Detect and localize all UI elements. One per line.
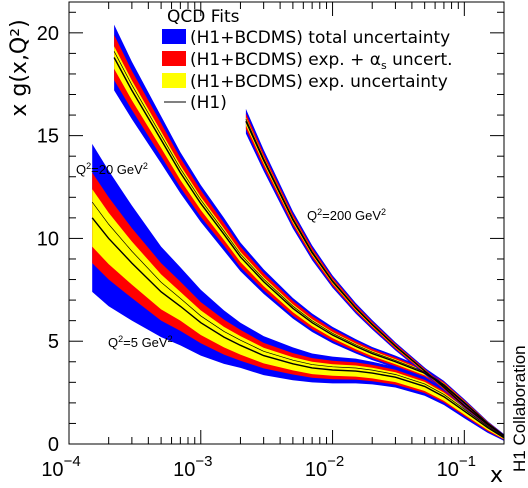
curve-labels: Q2=20 GeV2 Q2=5 GeV2 Q2=200 GeV2 bbox=[76, 161, 386, 350]
legend-label-exp: (H1+BCDMS) exp. uncertainty bbox=[190, 72, 448, 92]
x-tick-label: 10−1 bbox=[437, 453, 476, 481]
central-lines bbox=[91, 51, 505, 439]
central-line-series-2 bbox=[245, 120, 505, 437]
curve-label-q2-20-sup: 2 bbox=[86, 161, 91, 171]
curve-label-q2-5: Q2=5 GeV2 bbox=[108, 334, 173, 350]
collaboration-label: H1 Collaboration bbox=[510, 345, 528, 472]
legend-swatch-blue bbox=[162, 29, 186, 44]
curve-label-q2-200-q: Q bbox=[307, 208, 317, 223]
axis-ticks bbox=[68, 2, 505, 445]
central-line-series-1 bbox=[113, 57, 505, 437]
legend-label-exp-alphas-main: (H1+BCDMS) exp. + α bbox=[190, 50, 381, 70]
band-red-series-0 bbox=[92, 172, 504, 440]
x-axis-title: x bbox=[490, 463, 503, 488]
curve-label-q2-200-rest: =200 GeV bbox=[322, 208, 381, 223]
curve-label-q2-20-rest: =20 GeV bbox=[91, 162, 143, 177]
band-blue-series-2 bbox=[245, 108, 504, 438]
legend-label-total: (H1+BCDMS) total uncertainty bbox=[190, 28, 450, 48]
y-tick-label: 15 bbox=[37, 126, 59, 148]
band-yellow-series-0 bbox=[92, 189, 504, 440]
y-axis-title-text: x g(x,Q²) bbox=[7, 19, 32, 116]
axis-tick-labels: 0 5 10 15 20 10−4 10−3 10−2 10−1 bbox=[37, 23, 476, 481]
x-tick-label: 10−2 bbox=[305, 453, 344, 481]
h1-line-series-1 bbox=[113, 51, 505, 436]
curve-label-q2-5-sup2: 2 bbox=[168, 334, 173, 344]
x-tick-label: 10−3 bbox=[173, 453, 212, 481]
curve-label-q2-200-sup: 2 bbox=[317, 207, 322, 217]
legend-title: QCD Fits bbox=[167, 7, 240, 27]
h1-line-series-0 bbox=[91, 201, 505, 438]
uncertainty-bands bbox=[92, 24, 505, 441]
y-tick-label: 20 bbox=[37, 23, 59, 45]
y-tick-label: 10 bbox=[37, 228, 59, 250]
collaboration-text: H1 Collaboration bbox=[510, 345, 528, 472]
curve-label-q2-20: Q2=20 GeV2 bbox=[76, 161, 148, 177]
legend-label-exp-alphas-suffix: uncert. bbox=[387, 50, 453, 70]
curve-label-q2-20-q: Q bbox=[76, 162, 86, 177]
legend-label-alphas-sub: s bbox=[381, 59, 387, 72]
curve-label-q2-200: Q2=200 GeV2 bbox=[307, 207, 386, 223]
y-tick-label: 0 bbox=[48, 434, 59, 456]
legend-label-h1: (H1) bbox=[190, 93, 227, 113]
band-yellow-series-2 bbox=[245, 117, 504, 437]
curve-label-q2-5-q: Q bbox=[108, 335, 118, 350]
legend: QCD Fits (H1+BCDMS) total uncertainty (H… bbox=[162, 7, 453, 113]
y-tick-label: 5 bbox=[48, 331, 59, 353]
curve-label-q2-20-sup2: 2 bbox=[143, 161, 148, 171]
x-tick-label: 10−4 bbox=[41, 453, 80, 481]
curve-label-q2-200-sup2: 2 bbox=[381, 207, 386, 217]
curve-label-q2-5-sup: 2 bbox=[118, 334, 123, 344]
h1-line-series-2 bbox=[245, 118, 505, 436]
curve-label-q2-5-rest: =5 GeV bbox=[123, 335, 168, 350]
central-line-series-0 bbox=[91, 217, 505, 439]
plot-frame bbox=[68, 1, 505, 445]
legend-label-exp-alphas: (H1+BCDMS) exp. + αs uncert. bbox=[190, 50, 453, 72]
band-red-series-2 bbox=[245, 113, 504, 437]
y-axis-title: x g(x,Q²) bbox=[7, 19, 32, 116]
legend-swatch-yellow bbox=[162, 73, 186, 88]
legend-swatch-red bbox=[162, 51, 186, 66]
